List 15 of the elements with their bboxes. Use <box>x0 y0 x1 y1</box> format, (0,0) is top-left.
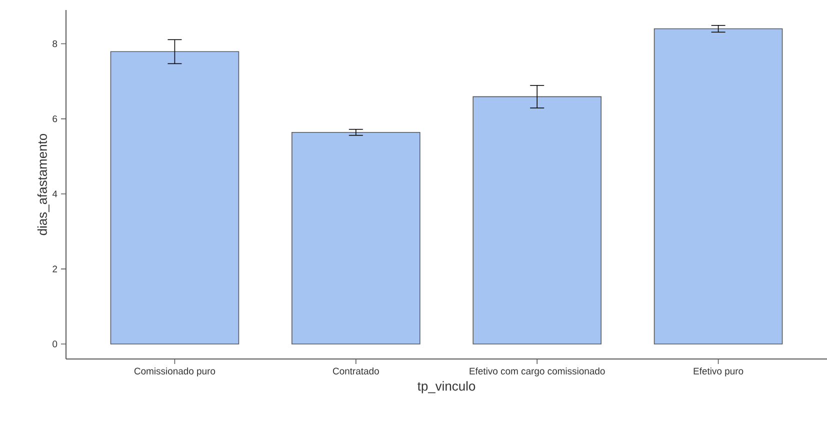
bar <box>292 132 420 344</box>
bar <box>110 51 240 344</box>
x-tick-label: Contratado <box>332 368 379 374</box>
y-tick-label: 6 <box>52 115 58 122</box>
y-axis-title: dias_afastamento <box>37 134 50 236</box>
y-tick-label: 8 <box>52 40 58 48</box>
bar <box>654 28 783 344</box>
x-axis-title: tp_vinculo <box>418 381 476 394</box>
x-tick-label: Efetivo puro <box>694 368 744 376</box>
y-tick-label: 0 <box>52 340 58 348</box>
x-tick-label: Efetivo com cargo comissionado <box>470 368 605 376</box>
y-tick-label: 4 <box>52 190 58 198</box>
x-tick-label: Comissionado puro <box>134 368 216 376</box>
y-tick-label: 2 <box>52 266 58 272</box>
bar <box>472 96 602 344</box>
